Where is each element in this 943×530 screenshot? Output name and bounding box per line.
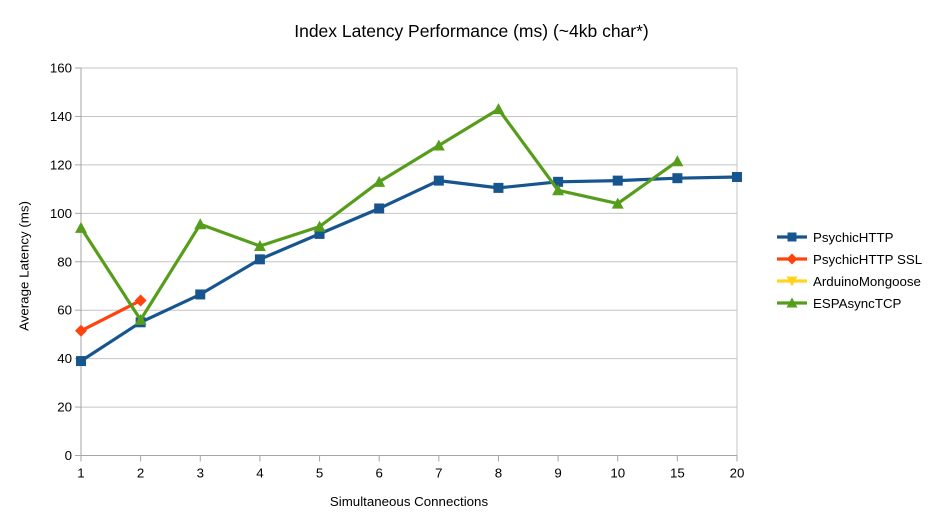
x-tick-label: 7 <box>435 466 442 481</box>
data-point-marker-espasynctcp <box>313 220 326 232</box>
data-point-marker-psychichttp <box>672 173 683 184</box>
x-tick-label: 20 <box>730 466 745 481</box>
legend-label: PsychicHTTP SSL <box>813 251 923 267</box>
data-point-marker-espasynctcp <box>671 155 684 167</box>
legend-item-psychichttp-ssl: PsychicHTTP SSL <box>777 248 922 270</box>
legend-key-square-icon <box>777 232 807 242</box>
data-point-marker-psychichttp <box>493 182 504 193</box>
data-point-marker-espasynctcp <box>492 103 505 115</box>
data-point-marker-psychichttp <box>254 254 265 265</box>
legend-item-arduinomongoose: ArduinoMongoose <box>777 270 922 292</box>
x-tick-label: 4 <box>256 466 263 481</box>
x-tick-label: 1 <box>77 466 84 481</box>
data-point-marker-espasynctcp <box>611 197 624 209</box>
x-tick-label: 3 <box>197 466 204 481</box>
data-point-marker-espasynctcp <box>134 313 147 325</box>
series-line-psychichttp <box>79 175 739 363</box>
y-tick-label: 140 <box>50 109 72 124</box>
data-point-marker-psychichttp <box>612 175 623 186</box>
series-line-espasynctcp <box>79 107 679 322</box>
x-tick-label: 15 <box>670 466 685 481</box>
legend-label: ArduinoMongoose <box>813 273 921 289</box>
data-point-marker-psychichttp <box>195 289 206 300</box>
data-point-marker-espasynctcp <box>75 221 87 233</box>
legend-key-triangle-down-icon <box>777 276 807 287</box>
data-point-marker-espasynctcp <box>552 184 565 196</box>
legend-label: ESPAsyncTCP <box>813 295 902 311</box>
chart-title: Index Latency Performance (ms) (~4kb cha… <box>294 21 649 41</box>
data-point-marker-espasynctcp <box>194 218 207 230</box>
data-point-marker-psychichttp-ssl <box>75 324 87 337</box>
x-tick-label: 6 <box>375 466 382 481</box>
data-point-marker-psychichttp <box>374 203 385 214</box>
data-point-marker-psychichttp <box>433 175 444 186</box>
x-tick-label: 5 <box>316 466 323 481</box>
y-tick-label: 0 <box>65 448 72 463</box>
legend-label: PsychicHTTP <box>813 229 894 245</box>
y-tick-label: 20 <box>57 400 72 415</box>
y-tick-label: 100 <box>50 206 72 221</box>
x-tick-label: 10 <box>610 466 625 481</box>
data-point-marker-psychichttp <box>732 171 742 182</box>
y-tick-label: 160 <box>50 61 72 76</box>
data-point-marker-psychichttp-ssl <box>134 294 147 307</box>
legend-item-espasynctcp: ESPAsyncTCP <box>777 292 922 314</box>
legend-key-triangle-up-icon <box>777 297 807 308</box>
legend: PsychicHTTP PsychicHTTP SSL ArduinoMongoos… <box>777 226 922 314</box>
x-axis-title: Simultaneous Connections <box>329 494 489 509</box>
y-tick-label: 40 <box>57 351 72 366</box>
x-tick-label: 2 <box>137 466 144 481</box>
legend-key-diamond-icon <box>777 253 807 265</box>
data-point-marker-espasynctcp <box>432 139 445 151</box>
x-tick-label: 9 <box>554 466 561 481</box>
data-point-marker-espasynctcp <box>253 240 266 252</box>
legend-item-psychichttp: PsychicHTTP <box>777 226 922 248</box>
y-tick-label: 120 <box>50 157 72 172</box>
x-tick-label: 8 <box>495 466 502 481</box>
y-tick-label: 80 <box>57 254 72 269</box>
data-point-marker-psychichttp <box>76 356 86 367</box>
y-tick-label: 60 <box>57 303 72 318</box>
data-point-marker-espasynctcp <box>373 175 386 187</box>
